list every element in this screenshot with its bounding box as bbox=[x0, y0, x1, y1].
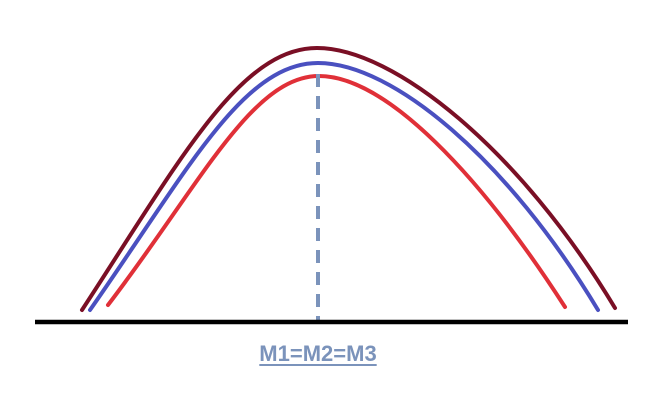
middle-bell-curve bbox=[88, 61, 600, 312]
inner-bell-curve bbox=[106, 74, 567, 309]
central-tendency-label: M1=M2=M3 bbox=[259, 341, 377, 366]
outer-bell-curve bbox=[80, 46, 617, 312]
